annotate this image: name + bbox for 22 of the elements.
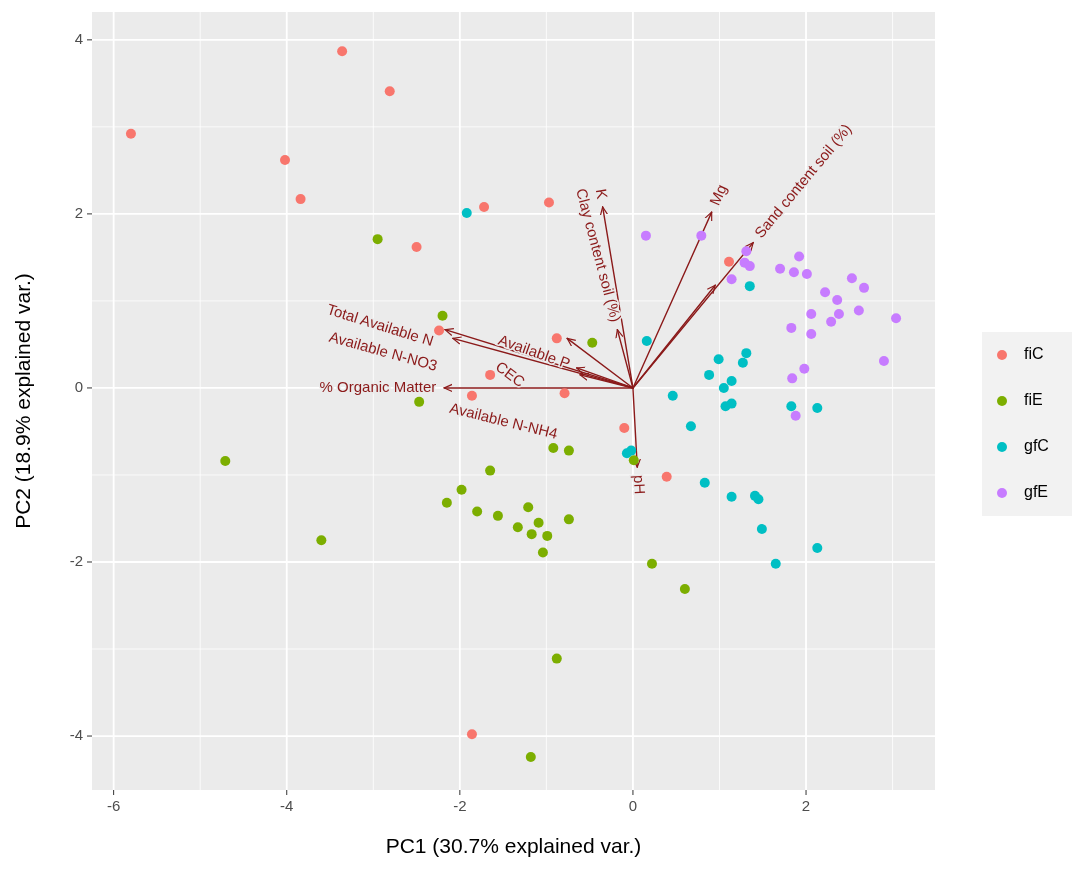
y-tick-label: 2	[74, 203, 83, 221]
text: Mg	[705, 181, 730, 208]
y-tick-label: 0	[74, 377, 83, 395]
y-tick-label: -4	[69, 726, 83, 744]
x-axis-title: PC1 (30.7% explained var.)	[385, 834, 642, 857]
x-tick-label: 0	[628, 797, 638, 814]
series-label: % Organic Matter	[319, 377, 437, 395]
x-tick-label: -4	[280, 797, 294, 814]
text: pH	[630, 474, 649, 495]
text: K	[592, 187, 612, 201]
legend-label: gfC	[1024, 437, 1049, 455]
y-tick-label: -2	[69, 551, 83, 569]
x-tick-label: -6	[106, 797, 121, 814]
x-tick-label: -2	[453, 797, 467, 814]
text: CEC	[492, 357, 529, 391]
legend-label: gfE	[1024, 483, 1049, 501]
legend-label: fiE	[1024, 391, 1043, 409]
text: Available N-NH4	[447, 398, 560, 442]
legend-label: fiC	[1024, 345, 1044, 363]
y-axis-title: PC2 (18.9% explained var.)	[11, 273, 34, 529]
y-tick-label: 4	[74, 29, 83, 47]
x-tick-label: 2	[801, 797, 811, 814]
